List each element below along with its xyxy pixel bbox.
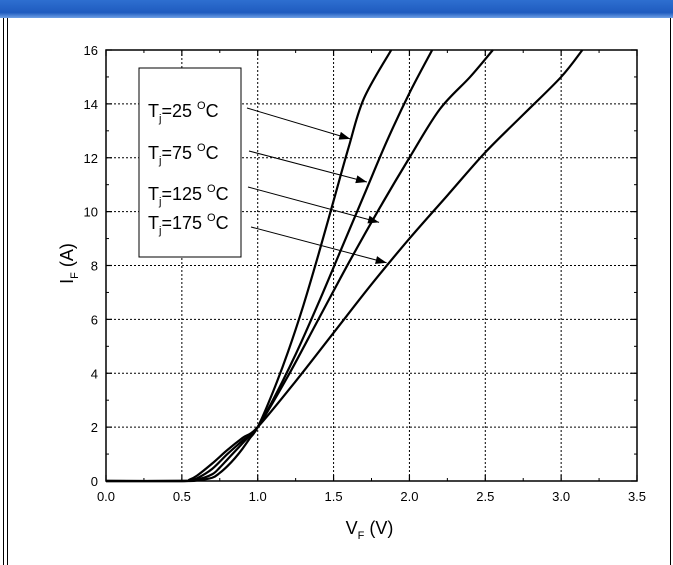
x-tick-label: 1.0 — [249, 489, 267, 504]
legend-entry-1: Tj=25 OC — [148, 100, 219, 125]
legend-box — [138, 67, 242, 258]
left-border-line-inner — [7, 18, 8, 565]
legend-arrow-head-1 — [338, 131, 351, 140]
legend-arrow-head-4 — [375, 256, 387, 264]
y-tick-label: 4 — [91, 366, 98, 381]
y-tick-label: 12 — [84, 151, 98, 166]
x-tick-label: 2.0 — [400, 489, 418, 504]
y-tick-label: 14 — [84, 97, 98, 112]
y-tick-label: 10 — [84, 205, 98, 220]
series-lines — [105, 49, 584, 483]
legend-arrows — [246, 107, 387, 264]
legend-entry-2: Tj=75 OC — [148, 142, 219, 167]
right-border-line — [670, 18, 671, 565]
y-tick-label: 8 — [91, 259, 98, 274]
window-title-bar — [0, 0, 673, 18]
tick-labels: 0.0 0.5 1.0 1.5 2.0 2.5 3.0 3.5 0 2 4 6 8 10 12 14 16 — [84, 43, 647, 504]
legend-arrow-line-1 — [246, 107, 351, 140]
x-tick-label: 3.0 — [552, 489, 570, 504]
x-tick-label: 0.0 — [97, 489, 115, 504]
legend-arrow-line-3 — [247, 186, 380, 223]
y-tick-label: 16 — [84, 43, 98, 58]
legend-arrow-line-4 — [250, 226, 387, 264]
legend-arrow-head-3 — [367, 215, 380, 224]
series-line-3 — [105, 49, 494, 483]
series-line-4 — [105, 49, 584, 483]
x-tick-label: 2.5 — [476, 489, 494, 504]
y-axis-label: IF (A) — [57, 243, 81, 284]
x-tick-label: 3.5 — [628, 489, 646, 504]
x-tick-label: 0.5 — [173, 489, 191, 504]
axis-ticks — [105, 49, 638, 482]
legend-arrow-line-2 — [248, 150, 368, 183]
x-tick-label: 1.5 — [325, 489, 343, 504]
legend-entry-4: Tj=175 OC — [148, 212, 229, 237]
y-tick-label: 2 — [91, 420, 98, 435]
y-tick-label: 6 — [91, 312, 98, 327]
legend-entry-3: Tj=125 OC — [148, 183, 229, 208]
legend: Tj=25 OC Tj=75 OC Tj=125 OC Tj=175 OC — [138, 67, 242, 258]
legend-arrow-head-2 — [355, 175, 367, 184]
x-axis-label: VF (V) — [346, 518, 394, 542]
series-line-1 — [105, 49, 393, 483]
y-tick-label: 0 — [91, 474, 98, 489]
left-border-line — [3, 18, 4, 565]
